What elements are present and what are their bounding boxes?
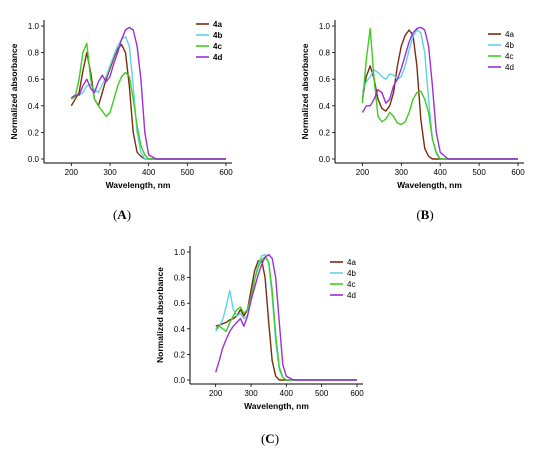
- series-line-4c: [215, 256, 357, 381]
- panel-a: 0.0 0.2 0.4 0.6 0.8 1.0 200 300 400 500 600 Wavelen…: [9, 20, 233, 222]
- y-tick-label: 0.8: [174, 274, 186, 283]
- legend-label-4b: 4b: [213, 31, 222, 40]
- y-tick-label: 0.2: [319, 128, 331, 137]
- series-line-4c: [70, 42, 226, 160]
- y-tick-label: 0.8: [28, 49, 40, 58]
- x-tick-label: 300: [103, 168, 117, 177]
- series-line-4a: [70, 43, 226, 160]
- x-tick-label: 400: [142, 168, 156, 177]
- x-tick-label: 400: [434, 168, 448, 177]
- x-tick-label: 500: [472, 168, 486, 177]
- y-tick-label: 0.2: [28, 128, 40, 137]
- series-line-4b: [361, 29, 518, 160]
- y-tick-label: 1.0: [319, 22, 331, 31]
- series-line-4a: [215, 259, 357, 381]
- y-tick-label: 0.4: [174, 325, 186, 334]
- x-tick-label: 500: [315, 389, 329, 398]
- x-tick-label: 400: [280, 389, 294, 398]
- y-tick-label: 1.0: [174, 248, 186, 257]
- series-line-4c: [361, 28, 518, 160]
- y-tick-label: 0.4: [28, 102, 40, 111]
- legend: 4a 4b 4c 4d: [196, 20, 222, 62]
- y-tick-label: 0.0: [174, 376, 186, 385]
- legend-label-4d: 4d: [347, 291, 356, 300]
- x-axis-title: Wavelength, nm: [106, 180, 171, 190]
- legend-label-4c: 4c: [347, 280, 355, 289]
- x-tick-label: 600: [219, 168, 233, 177]
- x-tick-label: 500: [181, 168, 195, 177]
- x-tick-label: 300: [244, 389, 258, 398]
- y-tick-label: 0.6: [28, 75, 40, 84]
- y-tick-label: 0.6: [174, 299, 186, 308]
- x-tick-label: 200: [65, 168, 79, 177]
- x-tick-label: 600: [350, 389, 364, 398]
- legend-label-4c: 4c: [505, 52, 513, 61]
- legend-label-4a: 4a: [505, 30, 514, 39]
- panel-c: 0.0 0.2 0.4 0.6 0.8 1.0 200 300 400 500 600 Wavelen…: [155, 246, 364, 446]
- panel-label: (A): [113, 207, 131, 222]
- panel-label: (B): [416, 207, 433, 222]
- legend: 4a 4b 4c 4d: [330, 258, 356, 300]
- series-line-4d: [70, 26, 226, 160]
- legend-label-4d: 4d: [505, 63, 514, 72]
- panel-b: 0.0 0.2 0.4 0.6 0.8 1.0 200 300 400 500 600 Wavelen…: [300, 20, 525, 222]
- legend: 4a 4b 4c 4d: [488, 30, 514, 72]
- y-tick-label: 1.0: [28, 22, 40, 31]
- y-tick-label: 0.8: [319, 49, 331, 58]
- y-tick-label: 0.4: [319, 102, 331, 111]
- legend-label-4b: 4b: [505, 41, 514, 50]
- series-line-4d: [361, 26, 518, 160]
- y-axis-title: Normalized absorbance: [9, 43, 19, 139]
- x-axis-title: Wavelength, nm: [244, 401, 309, 411]
- series-line-4d: [215, 253, 357, 381]
- y-axis-title: Normalized absorbance: [300, 43, 310, 139]
- legend-label-4a: 4a: [347, 258, 356, 267]
- legend-label-4c: 4c: [213, 42, 222, 51]
- y-tick-label: 0.2: [174, 350, 186, 359]
- legend-label-4b: 4b: [347, 269, 356, 278]
- x-axis-title: Wavelength, nm: [397, 180, 462, 190]
- x-tick-label: 600: [511, 168, 525, 177]
- legend-label-4d: 4d: [213, 53, 222, 62]
- x-tick-label: 200: [356, 168, 370, 177]
- y-axis-title: Normalized absorbance: [155, 267, 165, 363]
- y-tick-label: 0.6: [319, 75, 331, 84]
- x-tick-label: 200: [209, 389, 223, 398]
- y-tick-label: 0.0: [28, 155, 40, 164]
- x-tick-label: 300: [395, 168, 409, 177]
- legend-label-4a: 4a: [213, 20, 222, 29]
- y-tick-label: 0.0: [319, 155, 331, 164]
- series-line-4a: [361, 29, 518, 160]
- panel-label: (C): [261, 431, 279, 446]
